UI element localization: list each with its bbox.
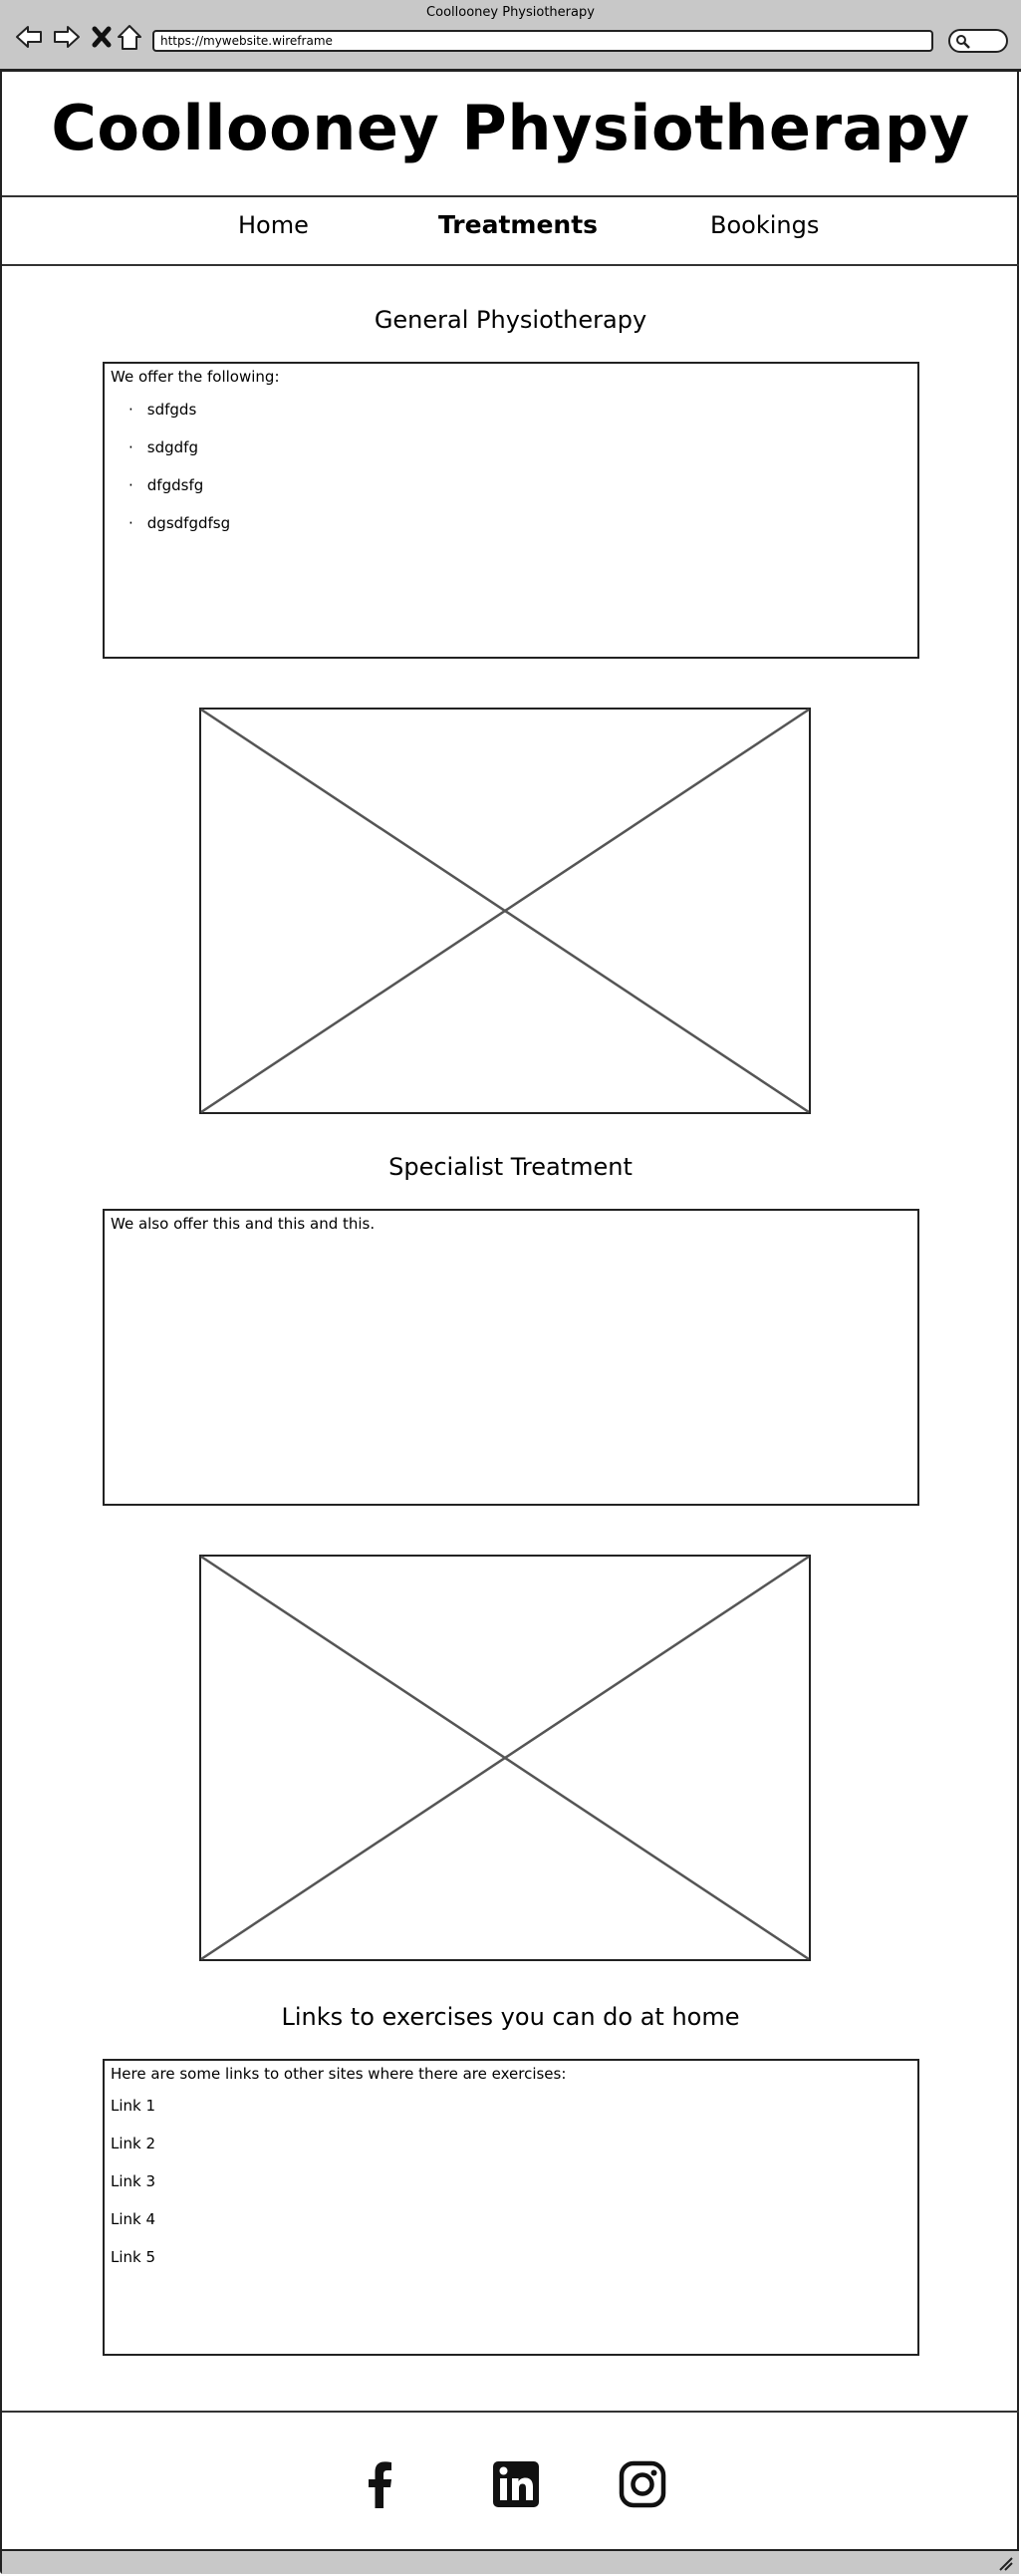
close-icon[interactable]	[88, 22, 118, 52]
exercise-link[interactable]: Link 3	[111, 2172, 156, 2190]
nav-home-link[interactable]: Home	[238, 211, 309, 239]
nav-bookings-link[interactable]: Bookings	[710, 211, 820, 239]
list-item: dfgdsfg	[128, 473, 911, 511]
back-arrow-icon[interactable]	[14, 22, 44, 52]
forward-arrow-icon[interactable]	[52, 22, 82, 52]
exercise-link[interactable]: Link 5	[111, 2248, 156, 2266]
exercise-link-list: Link 1 Link 2 Link 3 Link 4 Link 5	[111, 2093, 911, 2282]
specialist-text-box: We also offer this and this and this.	[103, 1209, 919, 1506]
window-title: Coollooney Physiotherapy	[426, 5, 595, 20]
exercises-intro: Here are some links to other sites where…	[111, 2065, 567, 2083]
section-heading-exercises: Links to exercises you can do at home	[281, 2003, 740, 2031]
facebook-icon[interactable]	[356, 2459, 405, 2509]
specialist-intro: We also offer this and this and this.	[111, 1215, 376, 1233]
browser-status-bar	[2, 2549, 1019, 2574]
image-placeholder-2	[199, 1555, 811, 1961]
exercise-link[interactable]: Link 2	[111, 2135, 156, 2152]
instagram-icon[interactable]	[618, 2459, 667, 2509]
linkedin-icon[interactable]	[491, 2459, 541, 2509]
general-text-box: We offer the following: sdfgds sdgdfg df…	[103, 362, 919, 659]
header-divider	[2, 195, 1019, 197]
section-heading-specialist: Specialist Treatment	[388, 1153, 633, 1181]
nav-divider	[2, 264, 1019, 266]
treatment-list: sdfgds sdgdfg dfgdsfg dgsdfgdfsg	[111, 398, 911, 549]
search-icon	[956, 35, 970, 49]
footer-divider	[2, 2411, 1019, 2413]
resize-grip-icon[interactable]	[997, 2555, 1013, 2571]
home-icon[interactable]	[115, 22, 144, 52]
address-bar[interactable]: https://mywebsite.wireframe	[152, 30, 933, 52]
list-item: sdgdfg	[128, 435, 911, 473]
search-field[interactable]	[948, 29, 1008, 53]
list-item: dgsdfgdfsg	[128, 511, 911, 549]
exercise-link[interactable]: Link 1	[111, 2097, 156, 2115]
image-placeholder-1	[199, 708, 811, 1114]
list-item: sdfgds	[128, 398, 911, 435]
section-heading-general: General Physiotherapy	[374, 306, 647, 334]
exercises-text-box: Here are some links to other sites where…	[103, 2059, 919, 2356]
site-title: Coollooney Physiotherapy	[51, 92, 970, 164]
browser-toolbar: Coollooney Physiotherapy https://mywebsi…	[0, 0, 1021, 72]
general-intro: We offer the following:	[111, 368, 280, 386]
exercise-link[interactable]: Link 4	[111, 2210, 156, 2228]
nav-treatments-link[interactable]: Treatments	[438, 210, 599, 239]
